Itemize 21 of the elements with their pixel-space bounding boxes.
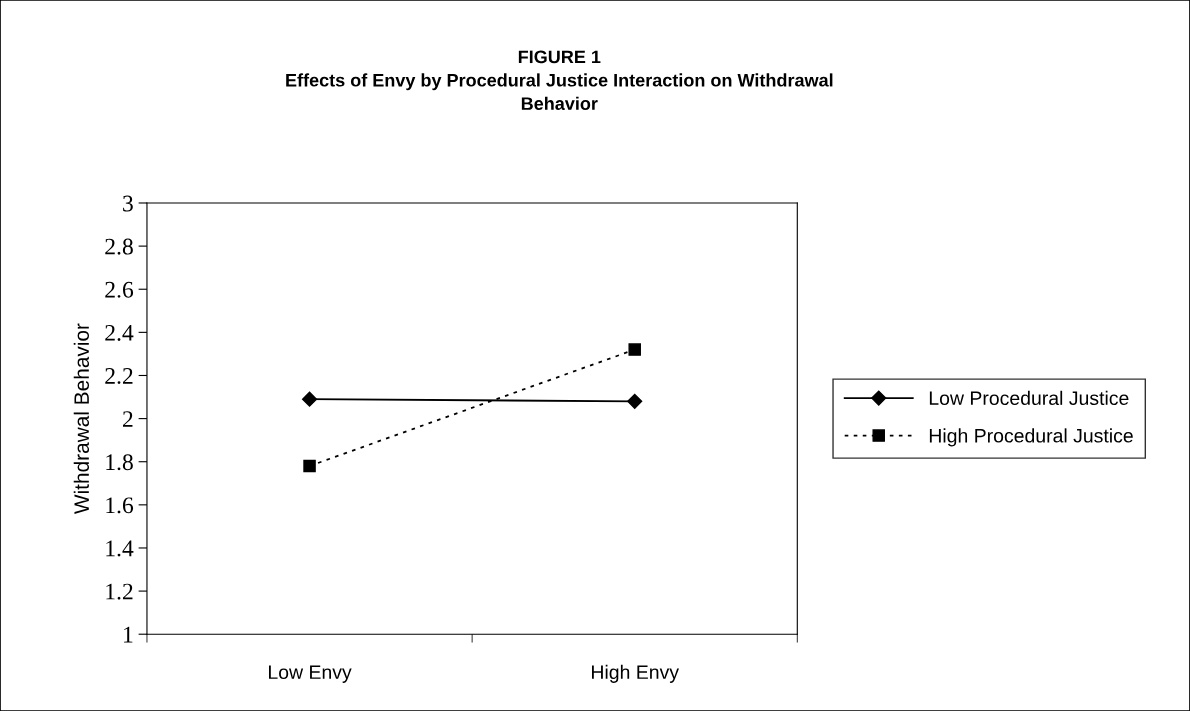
y-tick-label: 3 xyxy=(123,195,133,212)
point xyxy=(301,391,318,407)
y-tick-label: 1.4 xyxy=(106,540,134,557)
legend-label: Low Procedural Justice xyxy=(929,390,1129,406)
y-tick-label: 2.6 xyxy=(105,281,134,298)
point xyxy=(628,343,641,356)
y-tick-label: 1 xyxy=(124,626,133,643)
y-axis-title: Withdrawal Behavior xyxy=(73,323,90,515)
y-tick-label: 1.2 xyxy=(106,583,133,600)
point xyxy=(627,393,643,409)
x-tick-label: High Envy xyxy=(592,664,679,683)
point xyxy=(303,459,316,473)
y-tick-label: 1.6 xyxy=(106,497,134,514)
y-tick-label: 1.8 xyxy=(106,454,133,471)
chart-title: FIGURE 1 Effects of Envy by Procedural Justice Interaction on Withdrawal Behavior xyxy=(286,50,833,110)
y-tick-label: 2.8 xyxy=(105,238,133,255)
x-tick-label: Low Envy xyxy=(268,665,352,683)
y-tick-label: 2.4 xyxy=(105,324,134,341)
legend-label: High Procedural Justice xyxy=(929,428,1133,447)
y-tick-label: 2.2 xyxy=(105,368,133,385)
y-tick-label: 2 xyxy=(123,411,133,427)
